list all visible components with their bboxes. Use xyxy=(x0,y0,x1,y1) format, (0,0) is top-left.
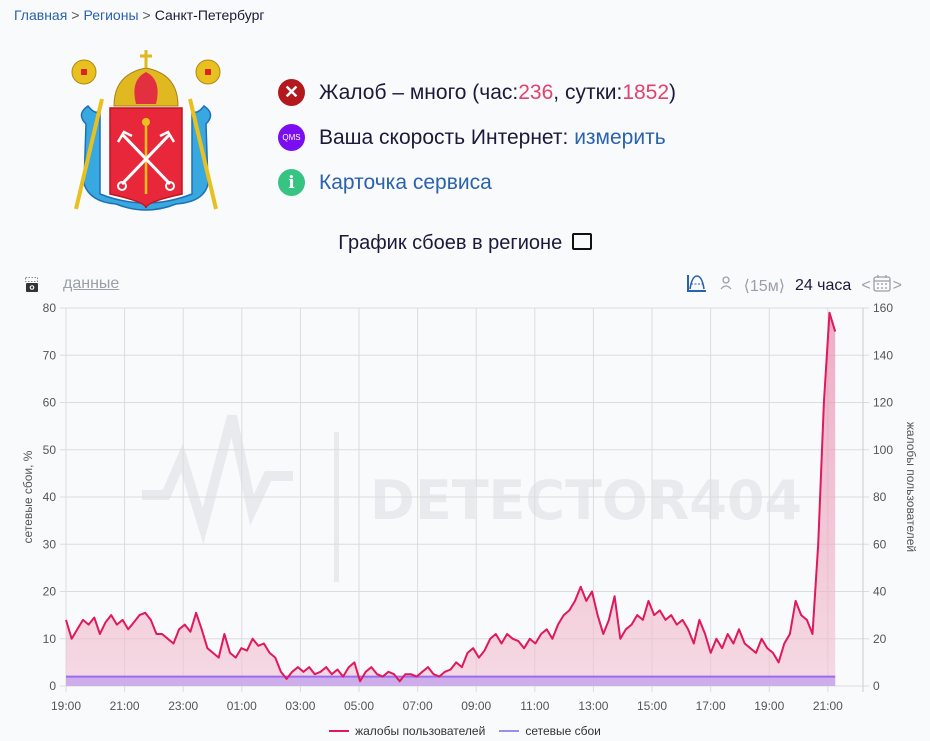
area-chart-icon[interactable] xyxy=(686,273,708,298)
svg-text:09:00: 09:00 xyxy=(461,699,491,713)
svg-text:DETECTOR404: DETECTOR404 xyxy=(370,469,802,532)
speed-label: Ваша скорость Интернет: xyxy=(319,125,575,149)
svg-text:40: 40 xyxy=(873,585,887,599)
svg-text:0: 0 xyxy=(49,679,56,693)
svg-text:20: 20 xyxy=(43,585,57,599)
svg-text:11:00: 11:00 xyxy=(520,699,549,713)
tv-icon[interactable] xyxy=(571,233,592,250)
range-24h-button[interactable]: 24 часа xyxy=(794,276,852,294)
prev-date-button[interactable]: < xyxy=(861,276,871,294)
svg-text:80: 80 xyxy=(43,301,57,315)
svg-text:05:00: 05:00 xyxy=(344,699,374,713)
svg-text:03:00: 03:00 xyxy=(285,699,315,713)
x-circle-icon: ✕ xyxy=(278,79,305,106)
legend-swatch-failures xyxy=(499,730,520,732)
svg-text:23:00: 23:00 xyxy=(168,699,198,713)
svg-text:13:00: 13:00 xyxy=(578,699,608,713)
complaints-suffix: ) xyxy=(669,80,677,104)
svg-text:01:00: 01:00 xyxy=(227,699,257,713)
svg-text:140: 140 xyxy=(873,348,893,362)
chevron-right-icon: > xyxy=(71,7,80,23)
speed-status: QMS Ваша скорость Интернет: измерить xyxy=(278,115,676,160)
svg-text:жалобы пользователей: жалобы пользователей xyxy=(904,422,918,552)
legend-complaints[interactable]: жалобы пользователей xyxy=(329,724,485,738)
data-link[interactable]: данные xyxy=(63,275,120,292)
svg-text:40: 40 xyxy=(43,490,57,504)
failures-chart: 0 0 10 20 20 40 30 60 40 80 50 100 60 120 70 140 80 160 19… xyxy=(0,298,930,718)
svg-text:20: 20 xyxy=(873,632,887,646)
svg-text:60: 60 xyxy=(43,396,57,410)
breadcrumb-regions[interactable]: Регионы xyxy=(83,7,139,23)
breadcrumb: Главная > Регионы > Санкт-Петербург xyxy=(14,7,265,23)
complaints-middle: , сутки: xyxy=(553,80,623,104)
svg-text:19:00: 19:00 xyxy=(51,699,81,713)
legend-label-complaints: жалобы пользователей xyxy=(355,724,486,738)
status-list: ✕ Жалоб – много (час: 236 , сутки: 1852 … xyxy=(278,70,676,205)
svg-text:17:00: 17:00 xyxy=(696,699,726,713)
svg-text:100: 100 xyxy=(873,443,893,457)
calendar-icon[interactable] xyxy=(873,274,891,297)
complaints-prefix: Жалоб – много (час: xyxy=(319,80,519,104)
chevron-right-icon: > xyxy=(142,7,151,23)
interval-15m-button[interactable]: ⟨15м⟩ xyxy=(743,277,785,295)
svg-text:21:00: 21:00 xyxy=(813,699,843,713)
qms-icon: QMS xyxy=(278,124,305,151)
svg-text:сетевые сбои, %: сетевые сбои, % xyxy=(21,450,35,543)
legend-swatch-complaints xyxy=(329,730,350,732)
next-date-button[interactable]: > xyxy=(892,276,902,294)
svg-text:70: 70 xyxy=(43,348,57,362)
complaints-status: ✕ Жалоб – много (час: 236 , сутки: 1852 … xyxy=(278,70,676,115)
svg-text:07:00: 07:00 xyxy=(403,699,433,713)
legend-failures[interactable]: сетевые сбои xyxy=(499,724,601,738)
svg-text:19:00: 19:00 xyxy=(754,699,784,713)
svg-text:60: 60 xyxy=(873,537,887,551)
complaints-hour-value: 236 xyxy=(518,80,554,104)
chart-title: График сбоев в регионе xyxy=(0,232,930,255)
svg-text:160: 160 xyxy=(873,301,893,315)
chart-toolbar-right: ⟨15м⟩ 24 часа < > xyxy=(686,273,902,298)
complaints-day-value: 1852 xyxy=(622,80,670,104)
svg-text:120: 120 xyxy=(873,396,893,410)
svg-text:80: 80 xyxy=(873,490,887,504)
date-navigator: < > xyxy=(861,274,902,297)
chart-legend: жалобы пользователей сетевые сбои xyxy=(0,724,930,738)
svg-text:10: 10 xyxy=(43,632,57,646)
legend-label-failures: сетевые сбои xyxy=(525,724,601,738)
svg-text:15:00: 15:00 xyxy=(637,699,667,713)
svg-text:21:00: 21:00 xyxy=(110,699,140,713)
chart-canvas[interactable]: 0 0 10 20 20 40 30 60 40 80 50 100 60 120 70 140 80 160 19… xyxy=(0,298,930,718)
breadcrumb-current: Санкт-Петербург xyxy=(154,7,265,23)
coat-of-arms-icon xyxy=(66,44,226,219)
person-icon[interactable] xyxy=(718,275,734,296)
chart-title-text: График сбоев в регионе xyxy=(338,232,563,254)
svg-text:50: 50 xyxy=(43,443,57,457)
breadcrumb-home[interactable]: Главная xyxy=(14,7,68,23)
measure-speed-link[interactable]: измерить xyxy=(574,125,666,149)
chart-toolbar-left: данные xyxy=(25,275,119,293)
svg-text:30: 30 xyxy=(43,537,57,551)
screenshot-camera-icon[interactable] xyxy=(25,277,39,292)
svg-text:0: 0 xyxy=(873,679,880,693)
info-icon: i xyxy=(278,169,305,196)
service-card-link[interactable]: Карточка сервиса xyxy=(319,170,492,194)
service-card-row: i Карточка сервиса xyxy=(278,160,676,205)
